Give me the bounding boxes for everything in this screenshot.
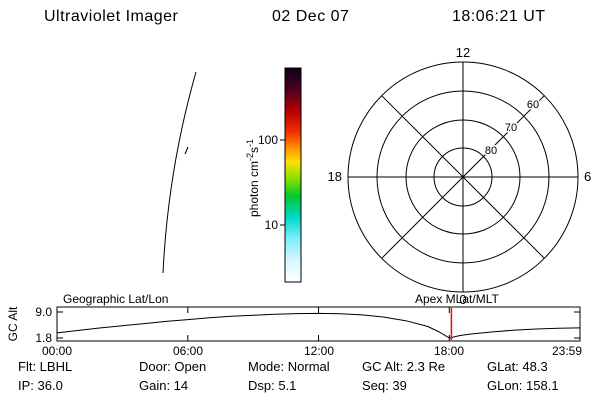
y-tick-label-max: 9.0 [35,305,52,319]
x-tick-0000: 00:00 [42,344,72,358]
status-ip: IP: 36.0 [18,378,63,393]
lat-label-80: 80 [485,145,497,157]
status-glat: GLat: 48.3 [487,359,548,374]
mlt-label-12: 12 [456,45,470,60]
status-dsp: Dsp: 5.1 [248,378,297,393]
units-superscript: -2 [245,153,255,161]
colorbar-tick-label-100: 100 [258,133,278,147]
mlt-label-18: 18 [328,169,342,184]
x-tick-1800: 18:00 [434,344,464,358]
status-glon: GLon: 158.1 [487,378,559,393]
colorbar-units-label: photon cm-2s-1 [245,139,261,217]
mlt-label-0: 0 [459,292,466,307]
axis-ticks [56,307,581,341]
status-flt: Flt: LBHL [18,359,73,374]
mlt-label-6: 6 [584,169,591,184]
instrument-title: Ultraviolet Imager [44,8,179,25]
earth-limb-arc [162,71,197,274]
x-tick-1200: 12:00 [304,344,334,358]
gcalt-curve [56,312,580,339]
annotation-apex: Apex MLat/MLT [415,292,499,306]
polar-labels: 12 18 6 0 60 70 80 [328,45,592,307]
limb-tick-mark [184,146,189,155]
lat-label-70: 70 [505,122,517,134]
y-axis-label: GC Alt [6,306,20,341]
x-tick-0600: 06:00 [173,344,203,358]
y-tick-label-min: 1.8 [35,331,52,345]
units-prefix: photon cm [247,161,261,217]
annotation-geographic: Geographic Lat/Lon [63,292,168,306]
header-time: 18:06:21 UT [452,8,546,25]
status-gcalt: GC Alt: 2.3 Re [362,359,446,374]
colorbar: 100 10 photon cm-2s-1 [245,67,302,283]
lat-label-60: 60 [527,99,539,111]
polar-spoke-diagonal [381,95,545,259]
gcalt-plot: Geographic Lat/Lon Apex MLat/MLT 9.0 1.8… [6,292,582,358]
units-mid: s [247,147,261,153]
x-tick-2359: 23:59 [552,344,582,358]
earth-limb [162,71,197,274]
status-mode: Mode: Normal [248,359,330,374]
colorbar-gradient-bar [284,67,302,283]
status-door: Door: Open [139,359,207,374]
colorbar-tick-label-10: 10 [265,218,279,232]
status-gain: Gain: 14 [139,378,189,393]
status-seq: Seq: 39 [362,378,407,393]
polar-plot [347,61,579,293]
units-superscript: -1 [245,139,255,147]
header-date: 02 Dec 07 [272,8,350,25]
